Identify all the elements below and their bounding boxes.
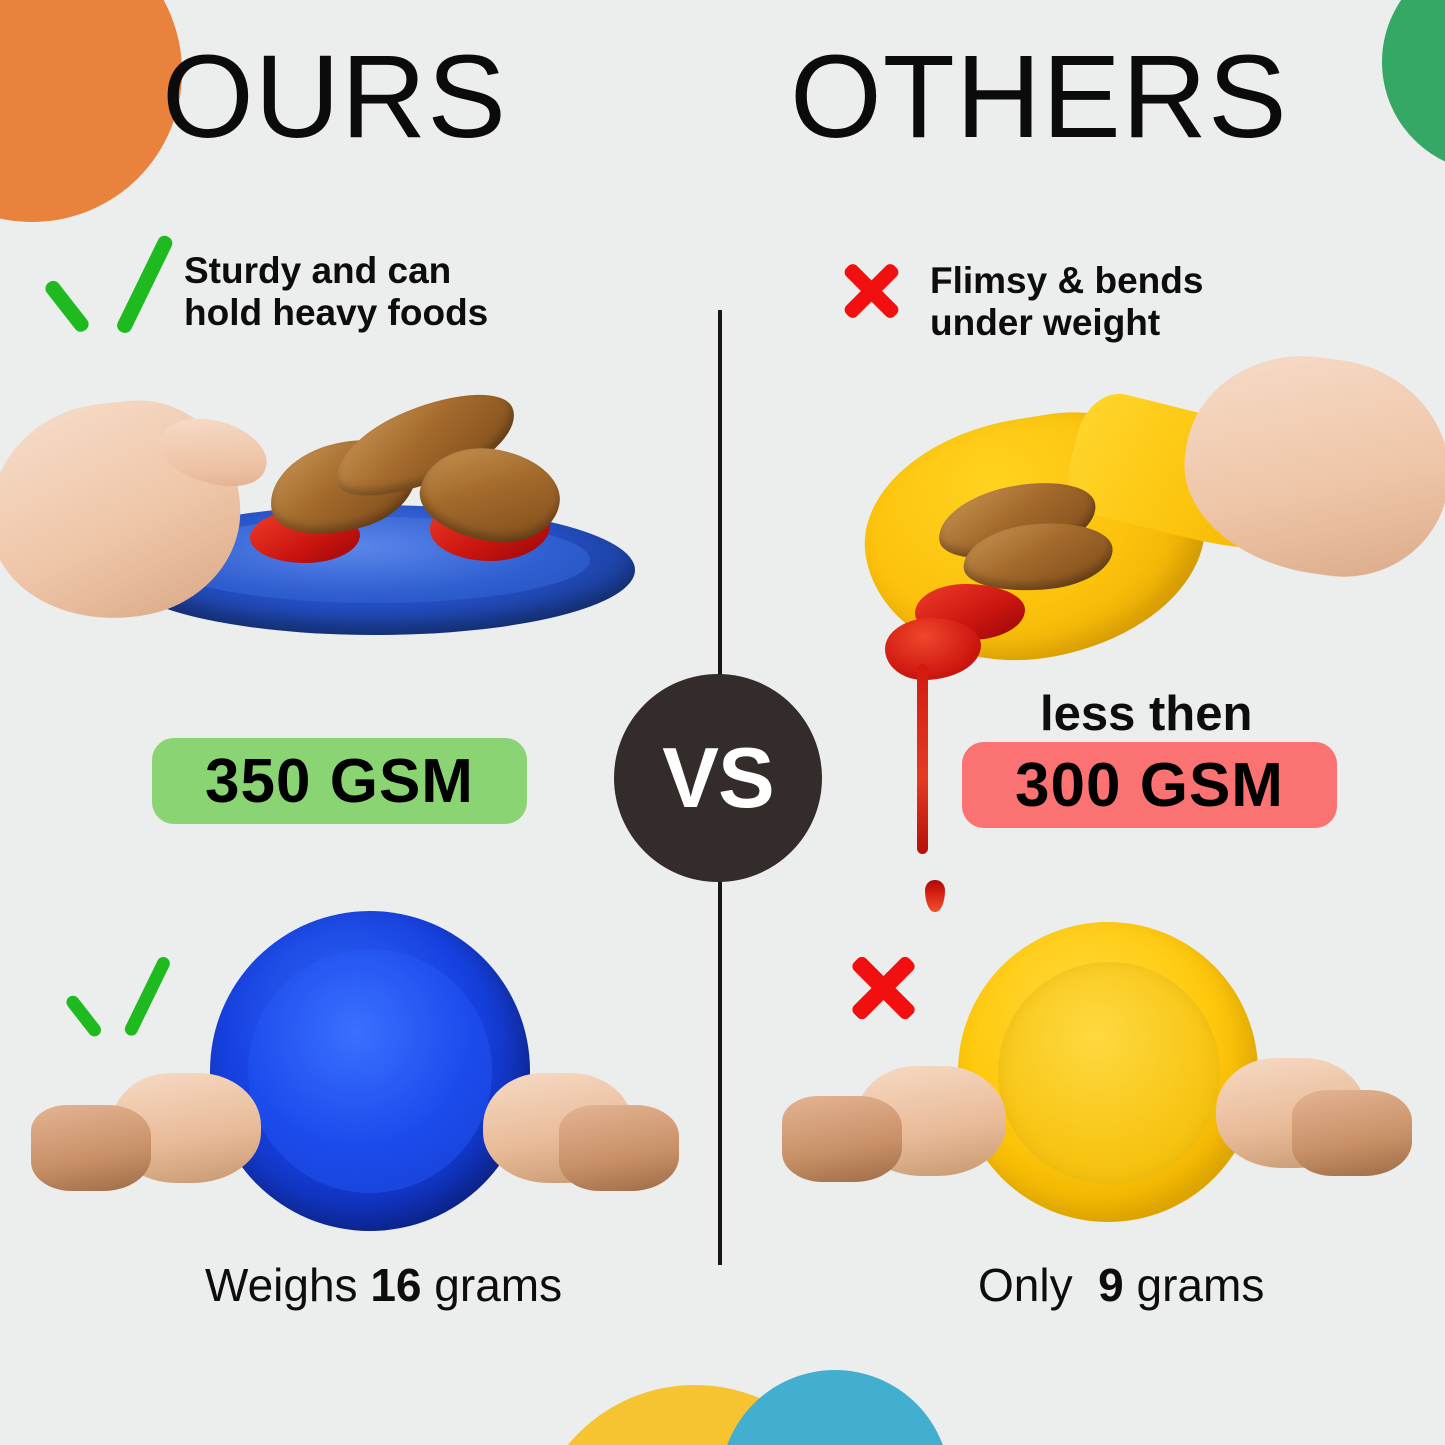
right-forearm bbox=[1292, 1090, 1412, 1176]
less-then-label: less then bbox=[1040, 687, 1253, 741]
cross-icon bbox=[845, 950, 921, 1026]
claim-left: Sturdy and can hold heavy foods bbox=[42, 230, 489, 338]
weight-caption-ours: Weighs 16 grams bbox=[205, 1258, 562, 1312]
photo-rigid-blue-plate bbox=[31, 905, 679, 1235]
left-forearm bbox=[782, 1096, 902, 1182]
weight-left-prefix: Weighs bbox=[205, 1259, 371, 1311]
check-icon bbox=[63, 954, 173, 1041]
weight-caption-others: Only 9 grams bbox=[978, 1258, 1264, 1312]
green-circle-decoration bbox=[1382, 0, 1445, 172]
ketchup-pool bbox=[885, 618, 981, 680]
weight-right-suffix: grams bbox=[1123, 1259, 1265, 1311]
vs-badge: VS bbox=[614, 674, 822, 882]
yellow-plate-inner-rim bbox=[998, 962, 1220, 1184]
vs-label: VS bbox=[662, 730, 774, 826]
heading-ours: OURS bbox=[162, 31, 507, 163]
right-forearm bbox=[559, 1105, 679, 1191]
photo-flimsy-yellow-plate bbox=[782, 880, 1412, 1225]
gsm-badge-others: 300 GSM bbox=[962, 742, 1337, 828]
blue-circle-decoration bbox=[720, 1370, 950, 1445]
weight-left-number: 16 bbox=[370, 1259, 422, 1311]
photo-flimsy-bent-plate bbox=[848, 340, 1445, 854]
claim-left-text: Sturdy and can hold heavy foods bbox=[184, 250, 489, 334]
photo-sturdy-plate-with-food bbox=[0, 374, 660, 665]
gsm-badge-ours: 350 GSM bbox=[152, 738, 527, 824]
weight-right-prefix: Only bbox=[978, 1259, 1099, 1311]
check-icon bbox=[42, 230, 175, 338]
weight-right-number: 9 bbox=[1098, 1259, 1124, 1311]
cross-icon bbox=[838, 258, 904, 324]
orange-circle-decoration bbox=[0, 0, 182, 222]
ketchup-drip bbox=[917, 664, 928, 854]
weight-left-suffix: grams bbox=[421, 1259, 563, 1311]
blue-plate-inner-rim bbox=[248, 949, 492, 1193]
claim-right-text: Flimsy & bends under weight bbox=[930, 260, 1204, 344]
left-forearm bbox=[31, 1105, 151, 1191]
hand-bending-plate bbox=[1171, 340, 1445, 591]
claim-right: Flimsy & bends under weight bbox=[838, 258, 1203, 344]
heading-others: OTHERS bbox=[790, 31, 1288, 163]
